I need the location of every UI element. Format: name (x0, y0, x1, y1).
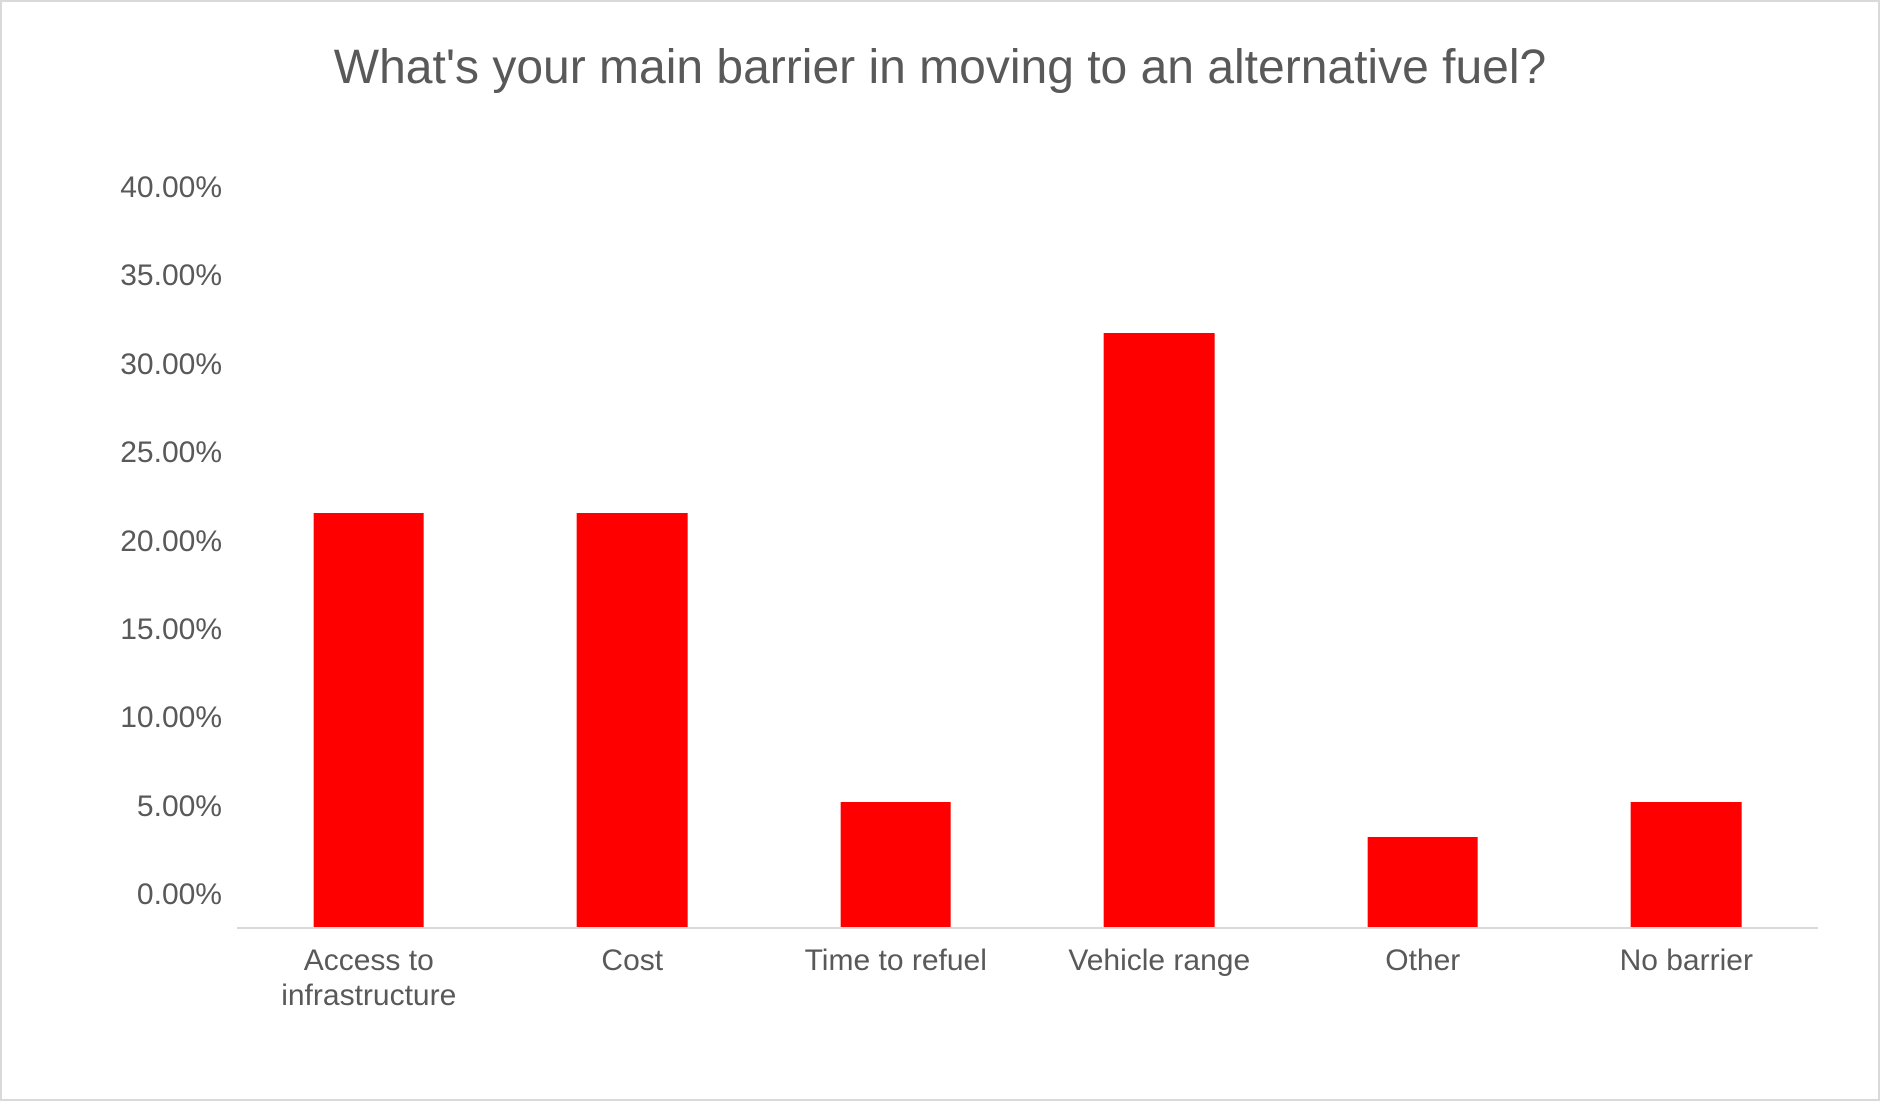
y-tick-label: 10.00% (120, 701, 222, 735)
y-tick-label: 35.00% (120, 259, 222, 293)
x-category-label: Cost (501, 934, 765, 1049)
bar (577, 513, 688, 927)
bar (840, 802, 951, 927)
bar (1367, 837, 1478, 927)
y-tick-label: 40.00% (120, 171, 222, 205)
y-tick-label: 30.00% (120, 348, 222, 382)
bars-group (237, 222, 1818, 927)
bar-slot (237, 222, 501, 927)
bar-slot (1028, 222, 1292, 927)
x-category-label: No barrier (1555, 934, 1819, 1049)
y-tick-label: 25.00% (120, 436, 222, 470)
plot-wrap: 0.00% 5.00% 10.00% 15.00% 20.00% 25.00% 30.00%… (72, 222, 1818, 1049)
x-axis-labels: Access to infrastructureCostTime to refu… (237, 934, 1818, 1049)
y-tick-label: 5.00% (137, 790, 222, 824)
x-category-label: Other (1291, 934, 1555, 1049)
bar-slot (1291, 222, 1555, 927)
y-axis: 0.00% 5.00% 10.00% 15.00% 20.00% 25.00% 30.00%… (72, 222, 222, 929)
y-tick-label: 15.00% (120, 613, 222, 647)
plot-area (237, 222, 1818, 929)
bar (1631, 802, 1742, 927)
bar (1104, 333, 1215, 927)
chart-container: What's your main barrier in moving to an… (0, 0, 1880, 1101)
bar-slot (501, 222, 765, 927)
y-tick-label: 0.00% (137, 878, 222, 912)
chart-title: What's your main barrier in moving to an… (42, 40, 1838, 95)
bar (313, 513, 424, 927)
x-category-label: Access to infrastructure (237, 934, 501, 1049)
bar-slot (764, 222, 1028, 927)
x-category-label: Vehicle range (1028, 934, 1292, 1049)
y-tick-label: 20.00% (120, 525, 222, 559)
bar-slot (1555, 222, 1819, 927)
x-category-label: Time to refuel (764, 934, 1028, 1049)
